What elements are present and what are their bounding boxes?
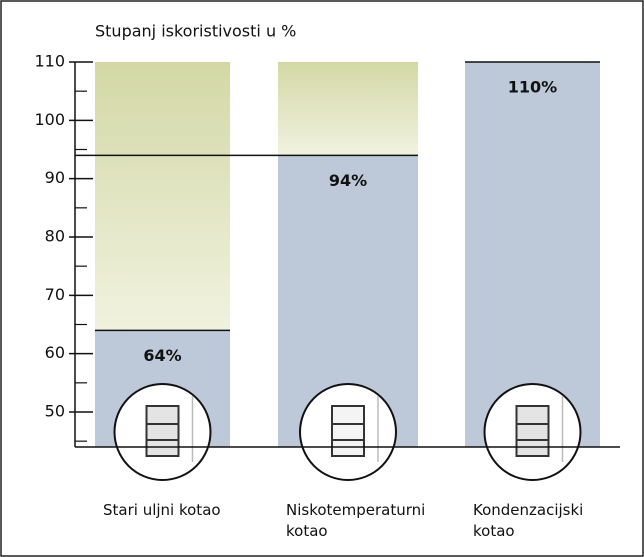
- boiler-body: [515, 405, 550, 457]
- potential-area: [278, 62, 418, 156]
- y-tick-label: 100: [34, 110, 65, 129]
- y-tick-label: 80: [45, 227, 65, 246]
- bar: [465, 62, 600, 447]
- y-tick-label: 70: [45, 285, 65, 304]
- x-tick-label: Stari uljni kotao: [103, 501, 221, 519]
- x-tick-label: Kondenzacijski kotao: [473, 501, 584, 540]
- potential-area: [95, 62, 230, 331]
- y-tick-label: 90: [45, 168, 65, 187]
- plot: 64% 94% 110% 50 60 70 80 90 100 110: [34, 52, 620, 481]
- y-tick-label: 50: [45, 402, 65, 421]
- x-tick-label: Niskotemperaturni kotao: [286, 501, 426, 540]
- value-label: 64%: [143, 346, 181, 365]
- y-tick-label: 110: [34, 52, 65, 71]
- boiler-body: [331, 405, 365, 457]
- boiler-body: [145, 405, 180, 457]
- chart-title: Stupanj iskoristivosti u %: [95, 22, 296, 41]
- y-tick-label: 60: [45, 343, 65, 362]
- value-label: 110%: [508, 78, 557, 97]
- value-label: 94%: [329, 171, 367, 190]
